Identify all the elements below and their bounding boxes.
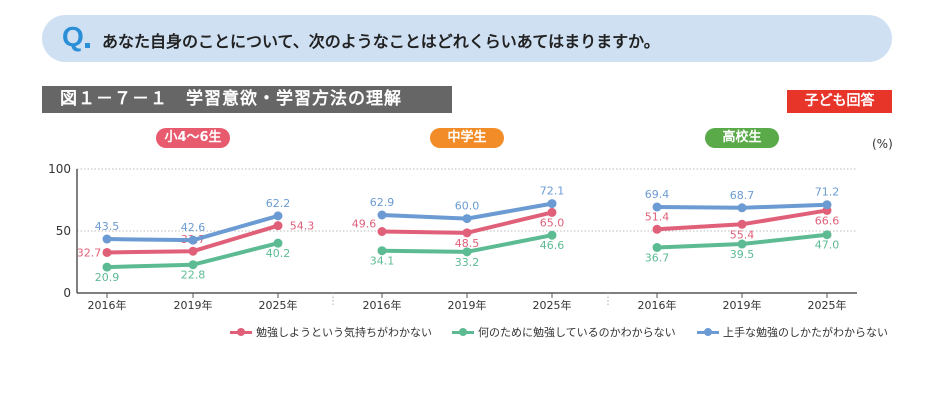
data-point (273, 211, 283, 221)
data-label: 55.4 (730, 228, 755, 241)
legend-swatch (452, 327, 474, 336)
figure-title: 図１－７－１ 学習意欲・学習方法の理解 (42, 86, 452, 113)
x-tick-label: 2019年 (723, 298, 762, 312)
data-label: 42.6 (181, 221, 206, 234)
data-point (737, 219, 747, 229)
q-icon: Q (62, 21, 84, 52)
data-label: 68.7 (730, 189, 755, 202)
legend-item-method: 上手な勉強のしかたがわからない (697, 324, 888, 340)
data-label: 22.8 (181, 269, 206, 282)
data-point (462, 247, 472, 257)
question-banner: Q あなた自身のことについて、次のようなことはどれくらいあてはまりますか。 (42, 15, 892, 62)
x-tick-label: 2016年 (638, 298, 677, 312)
data-label: 62.9 (370, 196, 395, 209)
data-point (188, 260, 198, 270)
x-tick-label: 2025年 (808, 298, 847, 312)
data-label: 33.2 (455, 256, 480, 269)
data-point (188, 235, 198, 245)
data-point (273, 238, 283, 248)
question-text: あなた自身のことについて、次のようなことはどれくらいあてはまりますか。 (102, 32, 660, 51)
data-point (547, 230, 557, 240)
data-point (462, 228, 472, 238)
x-tick-label: 2016年 (88, 298, 127, 312)
panel-label-high: 高校生 (705, 128, 779, 148)
y-tick-label: 50 (56, 224, 71, 238)
data-label: 47.0 (815, 239, 840, 252)
data-point (377, 210, 387, 220)
data-point (102, 247, 112, 257)
data-point (102, 262, 112, 272)
legend-label: 何のために勉強しているのかわからない (478, 326, 676, 339)
respondent-badge: 子ども回答 (787, 90, 892, 113)
legend-swatch (230, 327, 252, 336)
data-label: 36.7 (645, 251, 670, 264)
data-label: 20.9 (95, 271, 120, 284)
data-label: 60.0 (455, 200, 480, 213)
data-label: 65.0 (540, 216, 565, 229)
data-label: 48.5 (455, 237, 480, 250)
data-point (188, 246, 198, 256)
data-point (737, 239, 747, 249)
data-point (462, 214, 472, 224)
data-point (547, 207, 557, 217)
data-label: 69.4 (645, 188, 670, 201)
legend-item-motivation: 勉強しようという気持ちがわかない (230, 324, 432, 340)
legend-label: 上手な勉強のしかたがわからない (723, 326, 888, 339)
y-tick-label: 0 (63, 286, 71, 300)
legend-swatch (697, 327, 719, 336)
data-point (737, 203, 747, 213)
panel-label-elementary: 小4～6生 (156, 128, 230, 148)
data-label: 66.6 (815, 214, 840, 227)
data-label: 34.1 (370, 255, 395, 268)
x-tick-label: 2016年 (363, 298, 402, 312)
x-tick-label: 2019年 (448, 298, 487, 312)
data-point (822, 230, 832, 240)
data-label: 71.2 (815, 186, 840, 199)
y-tick-label: 100 (48, 162, 71, 176)
data-label: 62.2 (266, 197, 291, 210)
x-tick-label: 2019年 (174, 298, 213, 312)
data-point (652, 224, 662, 234)
q-dot-icon (85, 43, 90, 48)
data-label: 40.2 (266, 247, 291, 260)
legend-item-purpose: 何のために勉強しているのかわからない (452, 324, 676, 340)
data-point (652, 242, 662, 252)
x-tick-label: 2025年 (533, 298, 572, 312)
data-label: 43.5 (95, 220, 120, 233)
panel-label-middle: 中学生 (430, 128, 504, 148)
data-point (652, 202, 662, 212)
data-label: 72.1 (540, 185, 565, 198)
data-point (273, 221, 283, 231)
data-label: 46.6 (540, 239, 565, 252)
data-point (822, 200, 832, 210)
data-point (377, 246, 387, 256)
x-tick-label: 2025年 (259, 298, 298, 312)
data-label: 49.6 (352, 217, 377, 230)
unit-label: (%) (872, 137, 893, 151)
data-label: 54.3 (290, 220, 315, 233)
legend-label: 勉強しようという気持ちがわかない (256, 326, 432, 339)
data-label: 32.7 (77, 246, 102, 259)
data-point (547, 199, 557, 209)
data-point (377, 226, 387, 236)
data-label: 39.5 (730, 248, 755, 261)
data-label: 51.4 (645, 210, 670, 223)
data-point (102, 234, 112, 244)
